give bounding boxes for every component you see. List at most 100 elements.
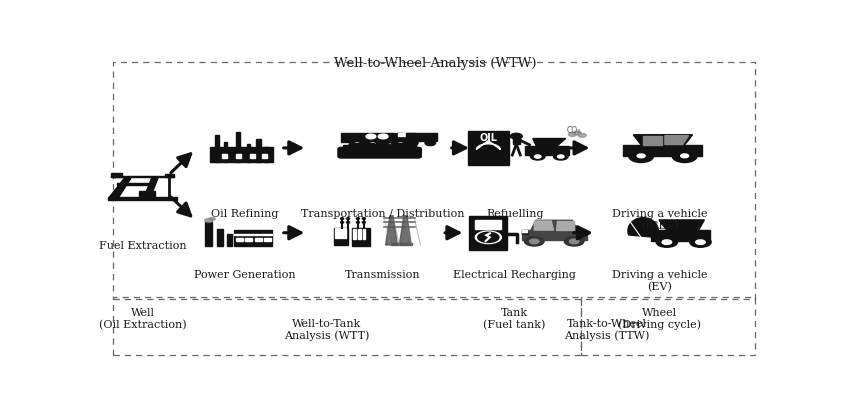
Circle shape [475, 231, 501, 244]
Text: Fuel Extraction: Fuel Extraction [99, 241, 186, 251]
Text: Electrical Recharging: Electrical Recharging [453, 271, 576, 280]
Circle shape [695, 240, 706, 244]
Circle shape [354, 143, 360, 146]
Circle shape [535, 155, 541, 158]
Circle shape [676, 152, 694, 160]
Circle shape [366, 134, 376, 139]
Polygon shape [533, 138, 566, 146]
FancyBboxPatch shape [391, 144, 403, 148]
Bar [358, 229, 360, 239]
Bar [343, 145, 416, 150]
Bar [353, 229, 356, 239]
Text: Driving a vehicle
(ICEV): Driving a vehicle (ICEV) [612, 209, 707, 231]
Text: Transmission: Transmission [345, 271, 421, 280]
Text: Well-to-Wheel Analysis (WTW): Well-to-Wheel Analysis (WTW) [334, 57, 537, 70]
Circle shape [347, 222, 349, 223]
Polygon shape [400, 216, 411, 245]
Circle shape [681, 154, 688, 158]
Circle shape [573, 131, 581, 135]
Bar [117, 183, 149, 185]
Bar [341, 228, 343, 238]
Text: Wheel
(Driving cycle): Wheel (Driving cycle) [618, 308, 701, 330]
Bar [623, 145, 702, 156]
Bar [334, 228, 348, 245]
Polygon shape [110, 177, 132, 197]
Bar [250, 154, 255, 158]
Bar [108, 197, 178, 200]
Bar [522, 231, 527, 232]
Bar [363, 229, 366, 239]
Bar [212, 150, 271, 151]
Circle shape [362, 222, 365, 223]
Circle shape [673, 151, 695, 161]
Circle shape [530, 153, 545, 160]
Bar [222, 154, 227, 158]
FancyBboxPatch shape [349, 144, 361, 148]
Bar [235, 234, 272, 235]
Circle shape [341, 218, 343, 220]
Bar [264, 147, 268, 162]
Bar [352, 228, 370, 246]
Bar [475, 220, 501, 229]
Circle shape [394, 141, 407, 147]
Text: Tank
(Fuel tank): Tank (Fuel tank) [484, 308, 546, 330]
Bar [425, 133, 437, 142]
Circle shape [370, 143, 376, 146]
Circle shape [366, 141, 379, 147]
Bar [338, 228, 340, 238]
Text: Transportation / Distribution: Transportation / Distribution [301, 209, 465, 219]
Bar [468, 131, 509, 165]
Circle shape [378, 134, 388, 139]
Bar [651, 230, 711, 241]
Bar [257, 139, 261, 162]
Circle shape [510, 133, 522, 139]
Bar [215, 135, 219, 162]
Bar [236, 237, 243, 241]
Bar [522, 231, 586, 240]
Bar [341, 133, 395, 142]
Polygon shape [628, 218, 659, 237]
Circle shape [407, 141, 418, 146]
Circle shape [578, 133, 586, 137]
Bar [513, 136, 519, 144]
Circle shape [347, 218, 349, 220]
Text: Power Generation: Power Generation [194, 271, 296, 280]
Bar [396, 133, 415, 142]
Bar [165, 173, 174, 177]
Circle shape [570, 239, 579, 244]
Bar [224, 142, 227, 162]
Bar [522, 230, 528, 235]
Bar [263, 154, 268, 158]
Bar [206, 222, 212, 246]
Bar [236, 154, 241, 158]
Circle shape [569, 133, 576, 136]
Polygon shape [665, 136, 689, 144]
Text: CO₂: CO₂ [567, 126, 581, 135]
Circle shape [656, 237, 677, 247]
Bar [110, 175, 174, 177]
Circle shape [662, 240, 672, 244]
Bar [246, 144, 250, 162]
Circle shape [356, 218, 360, 220]
Bar [524, 146, 569, 155]
Bar [246, 237, 252, 241]
Bar [227, 234, 232, 246]
Circle shape [564, 237, 584, 246]
Bar [264, 237, 271, 241]
Bar [336, 228, 337, 238]
Bar [110, 173, 122, 177]
Bar [343, 228, 346, 238]
Text: Refuelling: Refuelling [486, 209, 543, 219]
Bar [235, 230, 272, 246]
FancyBboxPatch shape [363, 144, 376, 148]
Circle shape [341, 222, 343, 223]
Circle shape [356, 222, 360, 223]
Text: Well
(Oil Extraction): Well (Oil Extraction) [99, 308, 186, 330]
Polygon shape [659, 220, 705, 230]
Circle shape [478, 232, 499, 242]
Polygon shape [530, 220, 578, 231]
Polygon shape [386, 216, 398, 245]
Bar [391, 244, 412, 245]
Bar [236, 132, 240, 162]
Circle shape [362, 218, 365, 220]
